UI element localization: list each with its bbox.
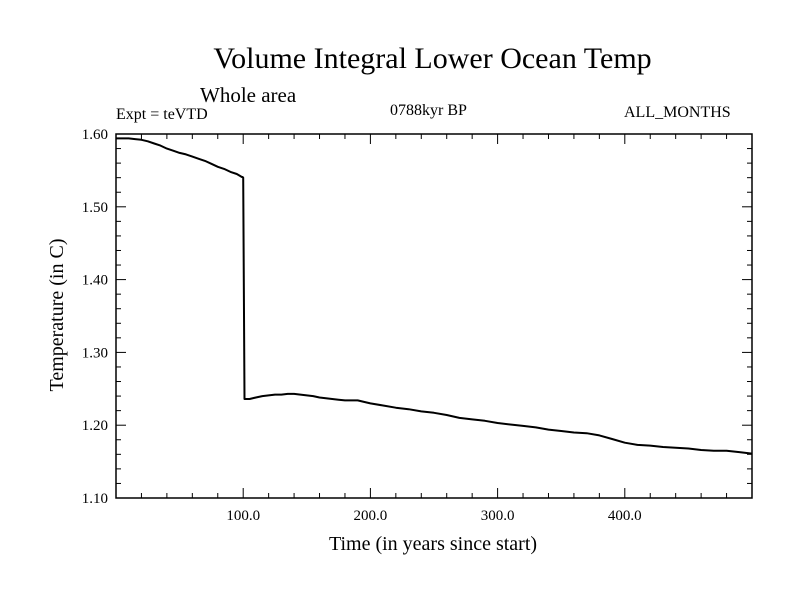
period-label: 0788kyr BP [390, 102, 467, 119]
y-tick-label: 1.20 [82, 418, 108, 434]
temperature-series-line [116, 137, 753, 455]
plot-frame [115, 133, 753, 499]
y-axis-label: Temperature (in C) [46, 239, 68, 392]
x-tick-label: 300.0 [481, 508, 515, 524]
plot-area: 100.0 200.0 300.0 400.0 1.10 1.20 1.30 1.40 1.50… [82, 127, 753, 524]
x-tick-label: 200.0 [354, 508, 388, 524]
x-tick-label: 100.0 [226, 508, 260, 524]
chart-title: Volume Integral Lower Ocean Temp [213, 42, 652, 75]
x-axis-label: Time (in years since start) [329, 533, 537, 555]
months-label: ALL_MONTHS [624, 104, 731, 121]
y-tick-label: 1.10 [82, 491, 108, 507]
y-tick-label: 1.50 [82, 200, 108, 216]
y-tick-label: 1.40 [82, 273, 108, 289]
y-tick-label: 1.30 [82, 345, 108, 361]
experiment-label: Expt = teVTD [116, 106, 208, 123]
chart-subtitle: Whole area [200, 83, 297, 107]
x-tick-label: 400.0 [608, 508, 642, 524]
y-tick-label: 1.60 [82, 127, 108, 143]
